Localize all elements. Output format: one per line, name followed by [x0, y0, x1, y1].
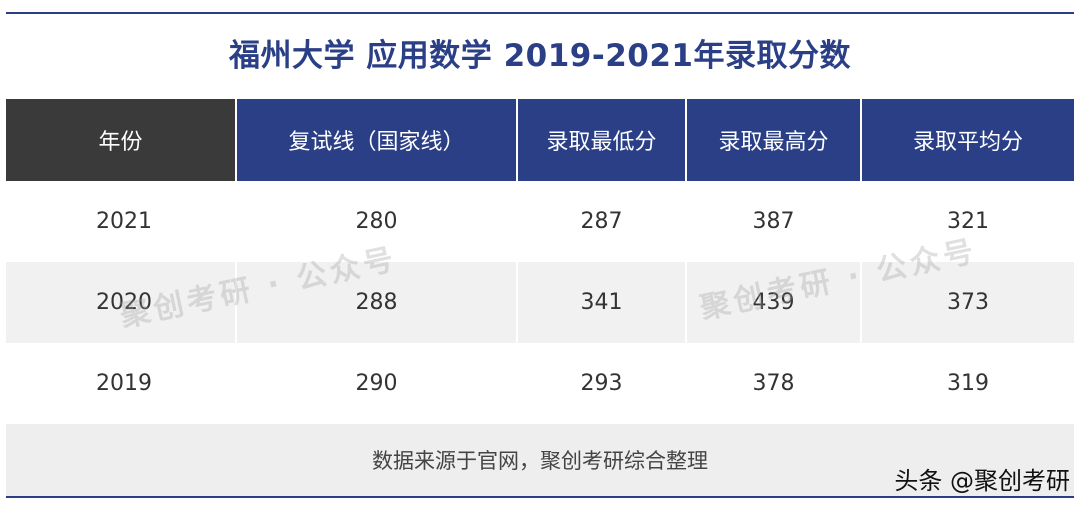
cell-year: 2021 [96, 209, 152, 234]
cell-avg-score: 373 [860, 262, 1074, 343]
cell-year: 2019 [96, 371, 152, 396]
page-title: 福州大学 应用数学 2019-2021年录取分数 [228, 38, 851, 74]
cell-min-score: 293 [516, 343, 686, 424]
cell-retest-line: 290 [235, 343, 517, 424]
cell-max-score: 439 [685, 262, 861, 343]
bottom-divider [6, 496, 1074, 498]
source-attribution: 头条 @聚创考研 [894, 467, 1070, 495]
header-year: 年份 [6, 99, 236, 181]
cell-avg-score: 321 [860, 181, 1074, 262]
table-row: 2019 290 293 378 319 [6, 343, 1074, 424]
header-retest-line: 复试线（国家线） [235, 99, 517, 181]
header-avg-score: 录取平均分 [860, 99, 1074, 181]
cell-year: 2020 [6, 262, 236, 343]
admission-score-table: 年份 复试线（国家线） 录取最低分 录取最高分 录取平均分 2021 280 2… [6, 99, 1074, 496]
header-min-score: 录取最低分 [516, 99, 686, 181]
cell-retest-line: 288 [235, 262, 517, 343]
data-source-note: 数据来源于官网，聚创考研综合整理 [6, 424, 1074, 496]
table-row: 2021 280 287 387 321 [6, 181, 1074, 262]
cell-max-score: 387 [685, 181, 861, 262]
cell-min-score: 341 [516, 262, 686, 343]
table-header-row: 年份 复试线（国家线） 录取最低分 录取最高分 录取平均分 [6, 99, 1074, 181]
top-divider [6, 12, 1074, 14]
cell-max-score: 378 [685, 343, 861, 424]
cell-retest-line: 280 [235, 181, 517, 262]
header-max-score: 录取最高分 [685, 99, 861, 181]
cell-avg-score: 319 [860, 343, 1074, 424]
table-note-row: 数据来源于官网，聚创考研综合整理 [6, 424, 1074, 496]
table-row: 2020 288 341 439 373 [6, 262, 1074, 343]
cell-min-score: 287 [516, 181, 686, 262]
